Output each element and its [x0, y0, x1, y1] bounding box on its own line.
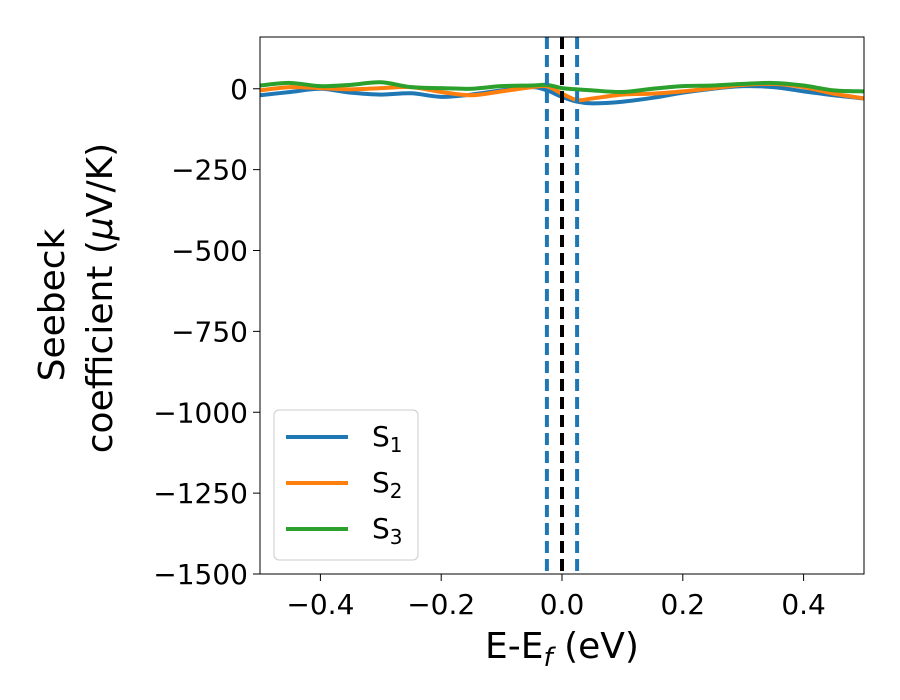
legend-label-s2: S2	[372, 466, 403, 503]
y-tick-label: −500	[171, 235, 248, 268]
plot-content	[260, 37, 864, 574]
legend: S1 S2 S3	[273, 409, 419, 561]
y-axis-label-line2: coefficient (μV/K)	[80, 143, 121, 453]
y-axis-ticks: 0 −250 −500 −750 −1000 −1250 −1500	[153, 73, 260, 591]
y-tick-label: −750	[171, 315, 248, 348]
y-axis-label-line1: Seebeck	[32, 228, 73, 381]
x-tick-label: 0.4	[781, 588, 826, 621]
x-axis-ticks: −0.4 −0.2 0.0 0.2 0.4	[286, 574, 826, 621]
y-tick-label: 0	[230, 73, 248, 106]
y-tick-label: −1500	[153, 558, 248, 591]
legend-label-s1: S1	[372, 420, 403, 457]
legend-label-s3: S3	[372, 512, 403, 549]
x-tick-label: −0.4	[286, 588, 354, 621]
y-tick-label: −250	[171, 154, 248, 187]
x-tick-label: 0.0	[540, 588, 585, 621]
series-line-s3	[260, 80, 864, 95]
y-tick-label: −1250	[153, 477, 248, 510]
x-axis-label: E-Ef (eV)	[485, 626, 639, 673]
y-tick-label: −1000	[153, 396, 248, 429]
x-tick-label: −0.2	[407, 588, 475, 621]
x-tick-label: 0.2	[661, 588, 706, 621]
